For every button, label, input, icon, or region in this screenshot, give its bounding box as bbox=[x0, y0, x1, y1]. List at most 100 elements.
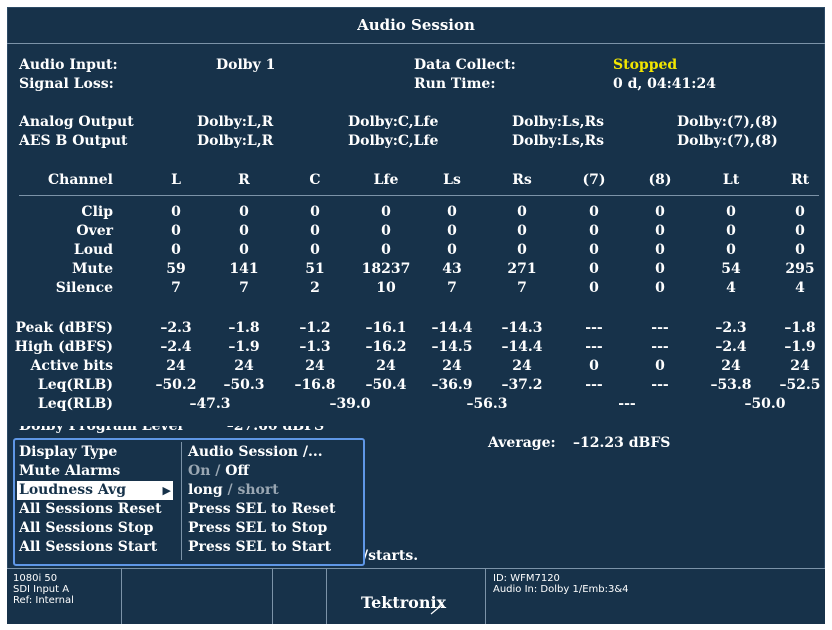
table-row: Peak (dBFS) –2.3 –1.8 –1.2 –16.1 –14.4 –… bbox=[7, 320, 825, 340]
average-value: –12.23 dBFS bbox=[573, 435, 671, 451]
aes-output-label: AES B Output bbox=[19, 133, 128, 149]
cell: 0 bbox=[517, 204, 527, 220]
status-bar: 1080i 50 SDI Input A Ref: Internal Tektr… bbox=[7, 568, 825, 624]
cell: –1.2 bbox=[299, 320, 331, 336]
row-label: Leq(RLB) bbox=[37, 377, 113, 393]
cell: –14.4 bbox=[501, 339, 543, 355]
cell: --- bbox=[651, 339, 669, 355]
row-label: Peak (dBFS) bbox=[15, 320, 113, 336]
channel-header: Lfe bbox=[373, 172, 399, 188]
option-short[interactable]: short bbox=[237, 482, 279, 498]
cell: –47.3 bbox=[189, 396, 231, 412]
status-divider bbox=[485, 569, 486, 624]
menu-item-all-sessions-start[interactable]: All Sessions Start Press SEL to Start bbox=[15, 538, 363, 557]
menu-item-value: Press SEL to Reset bbox=[188, 501, 336, 517]
table-row: Loud 0 0 0 0 0 0 0 0 0 0 bbox=[7, 242, 825, 262]
cell: 24 bbox=[442, 358, 462, 374]
cell: 0 bbox=[239, 242, 249, 258]
cell: –1.9 bbox=[784, 339, 816, 355]
table-row: Active bits 24 24 24 24 24 24 0 0 24 24 bbox=[7, 358, 825, 378]
menu-item-label: Mute Alarms bbox=[19, 463, 121, 479]
cell: 0 bbox=[726, 204, 736, 220]
cell: 0 bbox=[655, 358, 665, 374]
cell: 0 bbox=[447, 242, 457, 258]
cell: 0 bbox=[381, 223, 391, 239]
config-menu: Display Type Audio Session /... Mute Ala… bbox=[13, 438, 365, 566]
row-label: Loud bbox=[73, 242, 113, 258]
cell: 271 bbox=[507, 261, 537, 277]
cell: 0 bbox=[447, 204, 457, 220]
cell: 24 bbox=[234, 358, 254, 374]
menu-item-label: Display Type bbox=[19, 444, 118, 460]
menu-item-loudness-avg[interactable]: Loudness Avg ▶ long / short bbox=[15, 481, 363, 500]
cell: 0 bbox=[795, 204, 805, 220]
channel-header-label: Channel bbox=[48, 172, 113, 188]
cell: –16.2 bbox=[365, 339, 407, 355]
analog-output-pair: Dolby:C,Lfe bbox=[348, 114, 439, 130]
row-label: Clip bbox=[81, 204, 113, 220]
cell: 0 bbox=[310, 204, 320, 220]
audio-in-info: Audio In: Dolby 1/Emb:3&4 bbox=[493, 584, 629, 595]
cell: 0 bbox=[589, 204, 599, 220]
cell: 0 bbox=[795, 223, 805, 239]
menu-item-display-type[interactable]: Display Type Audio Session /... bbox=[15, 443, 363, 462]
option-off[interactable]: Off bbox=[225, 463, 249, 479]
cell: –1.8 bbox=[228, 320, 260, 336]
cell: 0 bbox=[589, 223, 599, 239]
menu-item-all-sessions-stop[interactable]: All Sessions Stop Press SEL to Stop bbox=[15, 519, 363, 538]
option-separator: / bbox=[215, 463, 221, 479]
cell: 0 bbox=[655, 204, 665, 220]
cell: --- bbox=[651, 377, 669, 393]
cell: 24 bbox=[166, 358, 186, 374]
audio-session-display: Audio Session Audio Input: Dolby 1 Signa… bbox=[7, 7, 825, 624]
status-cell-empty bbox=[272, 569, 327, 624]
menu-item-all-sessions-reset[interactable]: All Sessions Reset Press SEL to Reset bbox=[15, 500, 363, 519]
channel-header: R bbox=[238, 172, 250, 188]
table-row: Clip 0 0 0 0 0 0 0 0 0 0 bbox=[7, 204, 825, 224]
channel-header: Rs bbox=[512, 172, 532, 188]
cell: 24 bbox=[376, 358, 396, 374]
status-cell-empty bbox=[122, 569, 273, 624]
row-label: Over bbox=[76, 223, 113, 239]
table-row: Mute 59 141 51 18237 43 271 0 0 54 295 bbox=[7, 261, 825, 281]
cell: 54 bbox=[721, 261, 741, 277]
cell: --- bbox=[585, 320, 603, 336]
cell: –53.8 bbox=[710, 377, 752, 393]
cell: 24 bbox=[721, 358, 741, 374]
menu-item-label-selected: Loudness Avg ▶ bbox=[17, 481, 173, 500]
signal-loss-label: Signal Loss: bbox=[19, 76, 114, 92]
analog-output-label: Analog Output bbox=[19, 114, 134, 130]
cell: –16.8 bbox=[294, 377, 336, 393]
channel-header-row: Channel L R C Lfe Ls Rs (7) (8) Lt Rt bbox=[7, 172, 825, 192]
logo-swoosh-icon bbox=[430, 603, 444, 615]
cell: 0 bbox=[589, 280, 599, 296]
cell: 7 bbox=[447, 280, 457, 296]
menu-item-label: All Sessions Reset bbox=[19, 501, 162, 517]
cell: 43 bbox=[442, 261, 462, 277]
partial-text: /starts. bbox=[363, 548, 419, 564]
cell: 7 bbox=[517, 280, 527, 296]
tektronix-logo: Tektronix bbox=[361, 593, 447, 612]
cell: 0 bbox=[655, 261, 665, 277]
cell: 59 bbox=[166, 261, 186, 277]
option-long[interactable]: long bbox=[188, 482, 223, 498]
cell: 295 bbox=[785, 261, 815, 277]
cell: 0 bbox=[239, 204, 249, 220]
aes-output-pair: Dolby:(7),(8) bbox=[677, 133, 778, 149]
average-label: Average: bbox=[488, 435, 556, 451]
pair-leq-row: Leq(RLB) –47.3 –39.0 –56.3 --- –50.0 bbox=[7, 396, 825, 416]
channel-header: Lt bbox=[722, 172, 740, 188]
menu-item-label: Loudness Avg bbox=[19, 482, 127, 498]
cell: –36.9 bbox=[431, 377, 473, 393]
run-time-value: 0 d, 04:41:24 bbox=[613, 76, 716, 92]
cell: 0 bbox=[171, 223, 181, 239]
analog-output-pair: Dolby:Ls,Rs bbox=[512, 114, 605, 130]
menu-item-mute-alarms[interactable]: Mute Alarms On / Off bbox=[15, 462, 363, 481]
channel-header: (8) bbox=[648, 172, 672, 188]
cell: 51 bbox=[305, 261, 325, 277]
option-on[interactable]: On bbox=[188, 463, 211, 479]
menu-item-value: Audio Session /... bbox=[188, 444, 323, 460]
row-label: High (dBFS) bbox=[14, 339, 113, 355]
cell: –14.3 bbox=[501, 320, 543, 336]
cell: –1.9 bbox=[228, 339, 260, 355]
